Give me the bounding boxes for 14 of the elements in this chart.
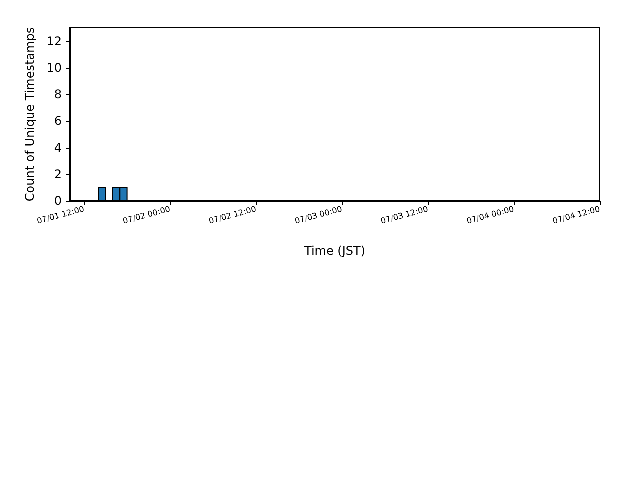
y-tick-label: 8 <box>54 88 62 102</box>
x-tick-label: 07/02 00:00 <box>122 204 172 226</box>
y-tick-label: 10 <box>46 60 62 75</box>
x-tick-label: 07/03 00:00 <box>294 204 344 226</box>
x-tick-label: 07/04 00:00 <box>466 204 516 226</box>
x-tick-label: 07/02 12:00 <box>208 204 258 226</box>
y-tick-label: 6 <box>54 114 62 128</box>
y-tick-label: 4 <box>54 140 62 155</box>
x-tick-label: 07/04 12:00 <box>552 204 602 226</box>
x-tick-label: 07/03 12:00 <box>380 204 430 226</box>
y-tick-label: 12 <box>46 34 62 48</box>
y-axis-title: Count of Unique Timestamps <box>22 27 37 202</box>
x-axis-title: Time (JST) <box>303 244 366 258</box>
y-tick-label: 2 <box>54 167 62 182</box>
